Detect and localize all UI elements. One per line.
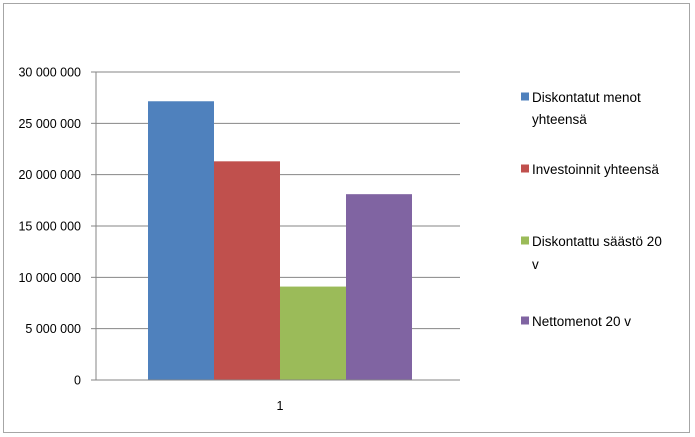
y-axis-labels: 0 5 000 000 10 000 000 15 000 000 20 000 000… <box>18 66 81 388</box>
y-tick-label: 30 000 000 <box>18 66 81 80</box>
bar-2 <box>214 161 280 380</box>
y-tick-label: 15 000 000 <box>18 220 81 234</box>
y-tick-label: 0 <box>74 374 81 388</box>
y-tick-label: 10 000 000 <box>18 271 81 285</box>
legend-swatch-3 <box>521 236 529 245</box>
y-tick-label: 20 000 000 <box>18 168 81 182</box>
bar-1 <box>148 101 214 380</box>
legend-label-2: Investoinnit yhteensä <box>532 162 659 177</box>
legend-swatch-1 <box>521 92 529 101</box>
bars <box>148 101 412 380</box>
legend-label-1: Diskontatut menot yhteensä <box>532 90 641 127</box>
y-tick-label: 25 000 000 <box>18 117 81 131</box>
bar-3 <box>280 286 346 380</box>
x-tick-label: 1 <box>277 399 284 413</box>
legend: Diskontatut menot yhteensä Investoinnit yh… <box>521 90 662 329</box>
legend-swatch-2 <box>521 164 529 173</box>
legend-swatch-4 <box>521 316 529 325</box>
bar-4 <box>346 194 412 380</box>
legend-label-3: Diskontattu säästö 20 v <box>532 234 662 272</box>
y-tick-label: 5 000 000 <box>25 322 81 336</box>
legend-label-4: Nettomenot 20 v <box>532 314 631 329</box>
